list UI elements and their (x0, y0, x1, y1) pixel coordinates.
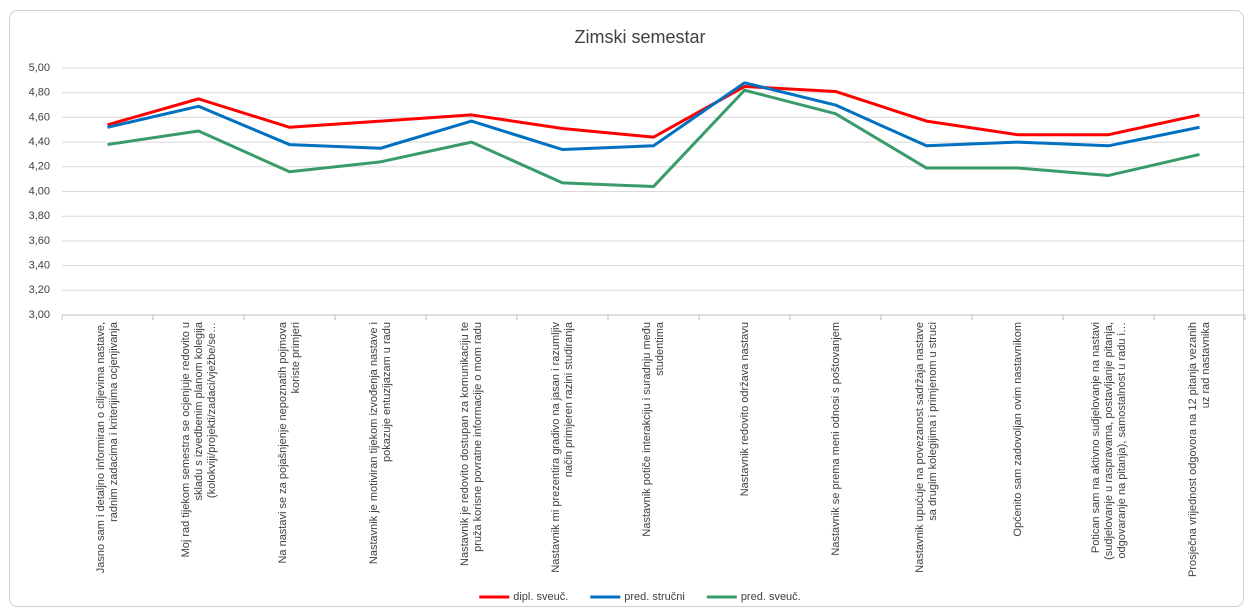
y-tick-label: 4,80 (29, 87, 50, 99)
x-tick-label: Nastavnik je redovito dostupan za komuni… (458, 322, 484, 566)
y-tick-label: 3,40 (29, 260, 50, 272)
chart-border (9, 10, 1244, 607)
legend-label: dipl. sveuč. (513, 591, 568, 603)
x-tick-label: Nastavnik potiče interakciju i suradnju … (640, 322, 666, 537)
series-line (107, 88, 1200, 189)
x-tick-label: Nastavnik upućuje na povezanost sadržaja… (913, 322, 939, 573)
y-tick-label: 4,00 (29, 185, 50, 197)
y-tick-label: 5,00 (29, 62, 50, 74)
y-tick-label: 4,20 (29, 161, 50, 173)
x-tick-label: Potican sam na aktivno sudjelovanje na n… (1089, 322, 1127, 560)
legend-label: pred. sveuč. (741, 591, 801, 603)
x-tick-label: Prosječna vrijednost odgovora na 12 pita… (1186, 322, 1212, 577)
x-tick-label: Općenito sam zadovoljan ovim nastavnikom (1011, 322, 1023, 537)
x-tick-label: Nastavnik se prema meni odnosi s poštova… (829, 322, 841, 556)
series-line (107, 81, 1200, 152)
y-tick-label: 3,80 (29, 210, 50, 222)
y-tick-label: 4,60 (29, 111, 50, 123)
x-tick-label: Nastavnik redovito održava nastavu (738, 322, 750, 497)
y-tick-label: 3,20 (29, 284, 50, 296)
x-tick-label: Moj rad tijekom semestra se ocjenjuje re… (179, 322, 217, 558)
x-tick-label: Jasno sam i detaljno informiran o ciljev… (94, 322, 120, 574)
y-tick-label: 3,60 (29, 235, 50, 247)
legend-label: pred. stručni (624, 591, 685, 603)
y-tick-label: 3,00 (29, 309, 50, 321)
x-tick-label: Nastavnik je motiviran tijekom izvođenja… (367, 322, 393, 565)
x-tick-label: Nastavnik mi prezentira gradivo na jasan… (549, 322, 575, 573)
series-line (107, 85, 1200, 139)
chart-title: Zimski semestar (574, 27, 705, 47)
x-tick-label: Na nastavi se za pojašnjenje nepoznatih … (276, 322, 302, 564)
y-tick-label: 4,40 (29, 136, 50, 148)
